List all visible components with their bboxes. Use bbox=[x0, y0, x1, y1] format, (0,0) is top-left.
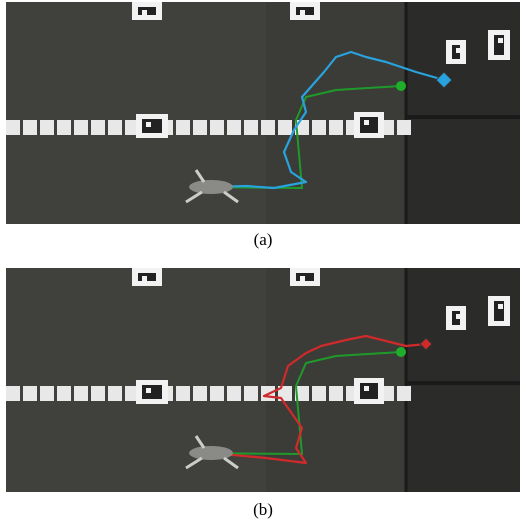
tape bbox=[312, 386, 326, 401]
photo-a bbox=[6, 2, 520, 224]
tape bbox=[210, 386, 224, 401]
marker-code bbox=[142, 276, 147, 281]
marker-code bbox=[142, 10, 147, 15]
marker-code bbox=[498, 304, 503, 309]
tape bbox=[227, 386, 241, 401]
figure: (a) (b) bbox=[0, 0, 526, 529]
marker-code bbox=[142, 119, 162, 133]
tape bbox=[40, 386, 54, 401]
tape bbox=[244, 120, 258, 135]
marker-code bbox=[456, 48, 461, 53]
caption-b: (b) bbox=[0, 500, 526, 520]
tape bbox=[176, 386, 190, 401]
tape bbox=[91, 120, 105, 135]
tape bbox=[23, 120, 37, 135]
tape bbox=[210, 120, 224, 135]
tape bbox=[74, 386, 88, 401]
tape bbox=[57, 120, 71, 135]
marker-code bbox=[146, 388, 151, 393]
tape bbox=[193, 120, 207, 135]
caption-a: (a) bbox=[0, 230, 526, 250]
tape bbox=[40, 120, 54, 135]
tape bbox=[329, 120, 343, 135]
marker-code bbox=[142, 385, 162, 399]
tape bbox=[108, 386, 122, 401]
tape bbox=[108, 120, 122, 135]
tape bbox=[244, 386, 258, 401]
goal bbox=[396, 81, 406, 91]
tape bbox=[312, 120, 326, 135]
goal bbox=[396, 347, 406, 357]
tape bbox=[261, 120, 275, 135]
tape bbox=[57, 386, 71, 401]
tape bbox=[176, 120, 190, 135]
tape bbox=[193, 386, 207, 401]
marker-code bbox=[146, 122, 151, 127]
marker-code bbox=[300, 276, 305, 281]
tape bbox=[329, 386, 343, 401]
photo-b bbox=[6, 268, 520, 492]
marker-code bbox=[498, 38, 503, 43]
tape bbox=[74, 120, 88, 135]
marker-code bbox=[300, 10, 305, 15]
tape bbox=[23, 386, 37, 401]
marker-code bbox=[456, 314, 461, 319]
tape bbox=[6, 386, 20, 401]
tape bbox=[397, 386, 411, 401]
tape bbox=[278, 120, 292, 135]
tape bbox=[397, 120, 411, 135]
marker-code bbox=[364, 386, 369, 391]
tape bbox=[6, 120, 20, 135]
tape bbox=[227, 120, 241, 135]
tape bbox=[91, 386, 105, 401]
marker-code bbox=[364, 120, 369, 125]
